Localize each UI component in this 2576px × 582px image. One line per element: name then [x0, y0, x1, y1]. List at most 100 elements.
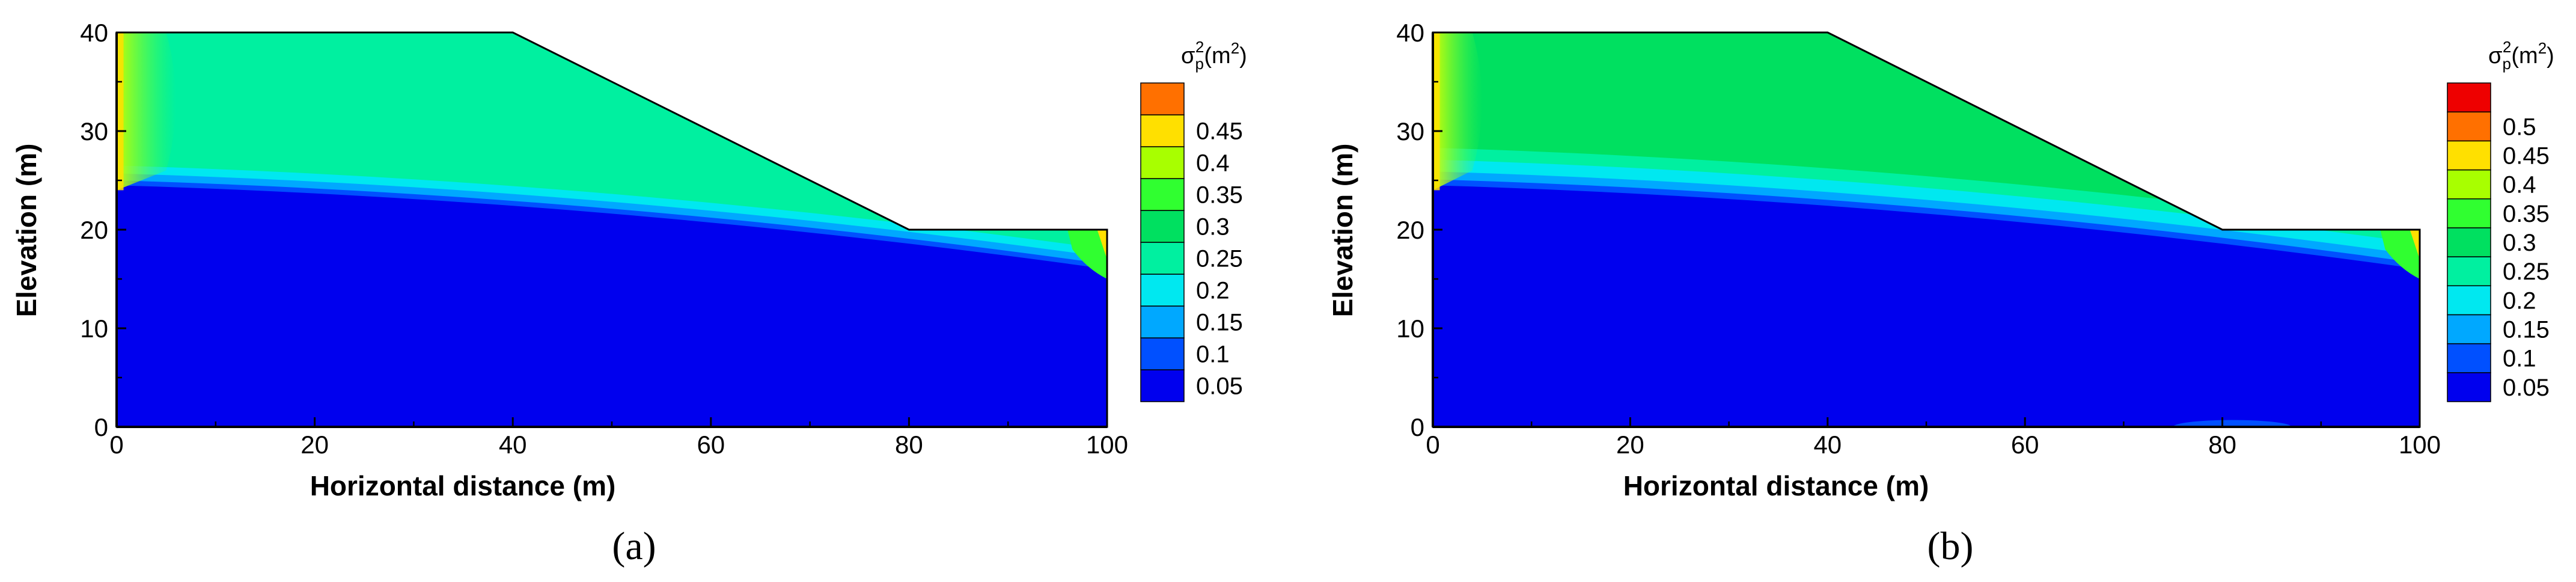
- contour-plot-b: [1433, 32, 2420, 427]
- legend-swatch-b-10: [2447, 82, 2491, 112]
- legend-swatch-b-8: [2447, 140, 2491, 171]
- legend-label-a-2: 0.15: [1196, 310, 1243, 336]
- y-axis-title-a: Elevation (m): [11, 144, 42, 317]
- x-tick-label-b-0: 0: [1426, 430, 1439, 459]
- legend-title-close-a: ): [1239, 43, 1247, 69]
- legend-label-b-0: 0.05: [2503, 375, 2550, 401]
- legend-label-b-5: 0.3: [2503, 230, 2536, 256]
- x-tick-label-a-1: 20: [301, 430, 329, 459]
- legend-swatch-a-9: [1140, 82, 1185, 115]
- contour-right-edge-b: [2380, 230, 2420, 279]
- legend-title-unit-sup-a: 2: [1231, 39, 1239, 57]
- legend-title-sup-a: 2: [1195, 38, 1204, 56]
- legend-swatch-b-0: [2447, 372, 2491, 402]
- contour-right-edge-core-a: [1097, 230, 1107, 260]
- legend-swatch-b-9: [2447, 111, 2491, 142]
- legend-swatch-a-3: [1140, 274, 1185, 307]
- legend-swatch-a-8: [1140, 114, 1185, 147]
- contour-left-edge-core-b: [1433, 32, 1440, 191]
- axes-a: 0 20 40 60 80 100 0 10 20 30 40: [80, 19, 1128, 459]
- legend-label-a-1: 0.1: [1196, 342, 1230, 368]
- legend-b: 0.05 0.1 0.15 0.20.25 0.3 0.35 0.4 0.450.5: [2447, 82, 2550, 402]
- legend-swatch-b-6: [2447, 198, 2491, 228]
- legend-title-b: σp2(m2): [2488, 38, 2554, 73]
- x-tick-label-a-3: 60: [697, 430, 725, 459]
- legend-title-sigma-b: σ: [2488, 43, 2502, 69]
- legend-label-b-2: 0.15: [2503, 317, 2550, 343]
- legend-title-sub-b: p: [2502, 55, 2510, 73]
- legend-label-a-4: 0.25: [1196, 246, 1243, 272]
- legend-swatch-a-6: [1140, 178, 1185, 211]
- x-tick-label-b-1: 20: [1616, 430, 1644, 459]
- legend-label-b-4: 0.25: [2503, 259, 2550, 285]
- y-tick-label-b-1: 10: [1396, 314, 1424, 343]
- y-tick-label-a-2: 20: [80, 216, 108, 244]
- contour-right-edge-a: [1067, 230, 1107, 279]
- y-tick-label-a-4: 40: [80, 19, 108, 47]
- legend-title-unit-sup-b: 2: [2538, 39, 2547, 57]
- panel-b: 0 20 40 60 80 100 0 10 20 30 40 Horizontal distanc…: [1327, 19, 2554, 568]
- legend-swatch-a-7: [1140, 146, 1185, 179]
- y-axis-title-b: Elevation (m): [1327, 144, 1358, 317]
- x-axis-title-b: Horizontal distance (m): [1623, 470, 1929, 501]
- contour-band-b-4: [1433, 185, 2420, 427]
- contour-band-a-3: [117, 185, 1107, 427]
- y-tick-label-b-4: 40: [1396, 19, 1424, 47]
- contour-left-edge-b: [1433, 32, 1483, 191]
- x-tick-label-b-4: 80: [2208, 430, 2236, 459]
- legend-label-b-8: 0.45: [2503, 142, 2550, 169]
- legend-label-b-3: 0.2: [2503, 287, 2536, 314]
- legend-swatch-a-4: [1140, 242, 1185, 275]
- legend-label-a-8: 0.45: [1196, 118, 1243, 145]
- legend-title-sub-a: p: [1195, 55, 1203, 73]
- x-tick-label-a-4: 80: [895, 430, 923, 459]
- legend-label-a-5: 0.3: [1196, 214, 1230, 240]
- contour-bottom-patch-b: [2173, 420, 2292, 427]
- legend-label-a-0: 0.05: [1196, 373, 1243, 400]
- x-tick-label-a-0: 0: [109, 430, 123, 459]
- legend-title-sup-b: 2: [2503, 38, 2511, 56]
- contour-right-edge-core-b: [2410, 230, 2420, 260]
- contour-plot-a: [117, 32, 1107, 427]
- x-tick-label-b-5: 100: [2399, 430, 2441, 459]
- legend-title-close-b: ): [2547, 43, 2554, 69]
- legend-swatch-b-5: [2447, 227, 2491, 257]
- legend-label-b-9: 0.5: [2503, 114, 2536, 140]
- legend-title-unit-a: (m: [1204, 43, 1230, 69]
- legend-label-b-6: 0.35: [2503, 201, 2550, 227]
- y-tick-label-a-3: 30: [80, 117, 108, 146]
- legend-label-a-6: 0.35: [1196, 182, 1243, 209]
- contour-left-edge-a: [117, 32, 176, 191]
- y-tick-label-b-2: 20: [1396, 216, 1424, 244]
- legend-a: 0.05 0.1 0.15 0.2 0.25 0.3 0.35 0.4 0.45: [1140, 82, 1243, 402]
- x-tick-label-b-2: 40: [1813, 430, 1842, 459]
- x-tick-label-b-3: 60: [2011, 430, 2039, 459]
- y-tick-label-b-0: 0: [1411, 413, 1424, 441]
- legend-title-unit-b: (m: [2511, 43, 2538, 69]
- x-tick-label-a-2: 40: [499, 430, 527, 459]
- panel-a: 0 20 40 60 80 100 0 10 20 30 40 Horizontal distanc…: [11, 19, 1247, 568]
- panel-label-a: (a): [612, 524, 656, 568]
- legend-swatch-a-2: [1140, 305, 1185, 338]
- legend-swatch-b-3: [2447, 285, 2491, 316]
- legend-label-b-1: 0.1: [2503, 346, 2536, 372]
- legend-swatch-b-2: [2447, 314, 2491, 345]
- legend-label-b-7: 0.4: [2503, 172, 2536, 198]
- legend-title-sigma-a: σ: [1181, 43, 1195, 69]
- legend-title-a: σp2(m2): [1181, 38, 1247, 73]
- y-tick-label-a-0: 0: [94, 413, 108, 441]
- legend-label-a-7: 0.4: [1196, 150, 1230, 177]
- y-tick-label-b-3: 30: [1396, 117, 1424, 146]
- legend-swatch-a-0: [1140, 369, 1185, 402]
- legend-swatch-b-4: [2447, 256, 2491, 287]
- legend-label-a-3: 0.2: [1196, 278, 1230, 304]
- contour-left-edge-core-a: [117, 32, 124, 191]
- axes-b: 0 20 40 60 80 100 0 10 20 30 40: [1396, 19, 2441, 459]
- legend-swatch-b-7: [2447, 169, 2491, 200]
- x-axis-title-a: Horizontal distance (m): [310, 470, 616, 501]
- legend-swatch-b-1: [2447, 343, 2491, 373]
- legend-swatch-a-5: [1140, 210, 1185, 243]
- y-tick-label-a-1: 10: [80, 314, 108, 343]
- x-tick-label-a-5: 100: [1086, 430, 1128, 459]
